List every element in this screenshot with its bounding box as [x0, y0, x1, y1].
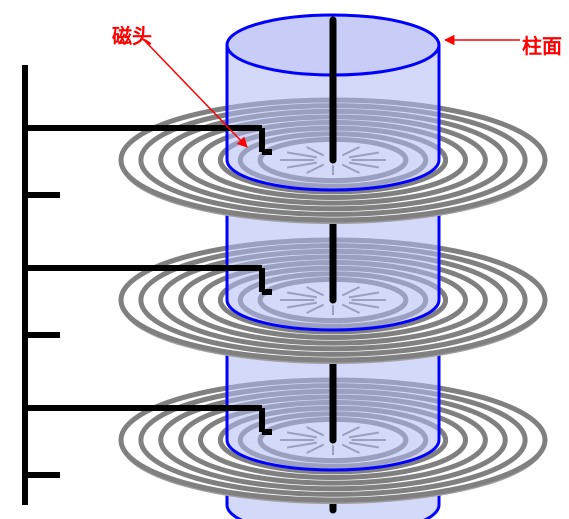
disk-diagram: [0, 0, 569, 519]
head-label: 磁头: [112, 20, 152, 49]
cylinder-label: 柱面: [522, 30, 562, 59]
